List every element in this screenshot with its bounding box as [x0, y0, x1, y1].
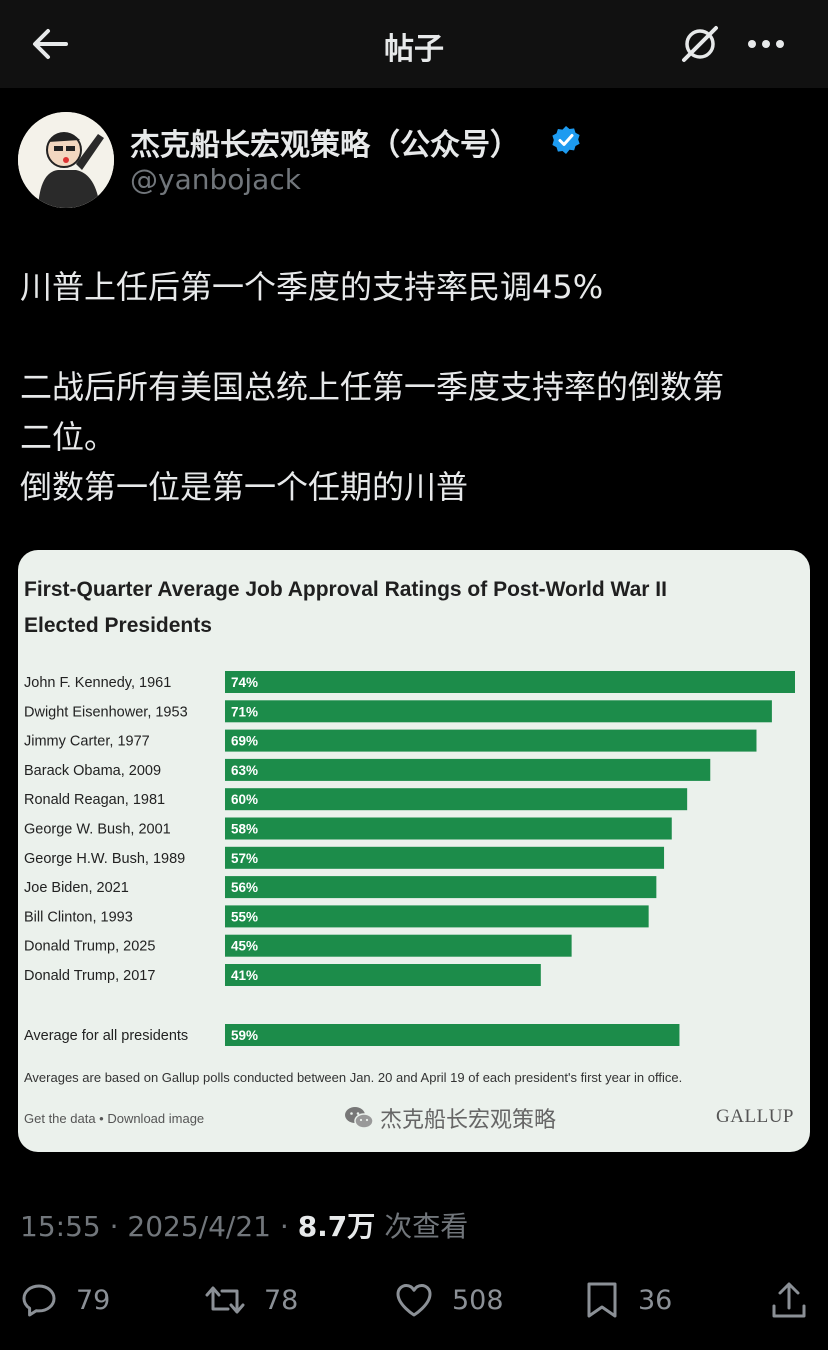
repost-button[interactable]: 78	[204, 1275, 298, 1325]
post-line: 川普上任后第一个季度的支持率民调45%	[20, 268, 604, 306]
share-icon	[772, 1282, 806, 1318]
chart-row-label: Bill Clinton, 1993	[24, 909, 133, 925]
like-button[interactable]: 508	[394, 1275, 504, 1325]
gallup-logo: GALLUP	[716, 1106, 794, 1127]
chart-row-bar	[225, 788, 688, 811]
chart-row-label: George W. Bush, 2001	[24, 822, 171, 838]
chart-row-bar	[225, 729, 757, 752]
author-name[interactable]: 杰克船长宏观策略（公众号）	[130, 128, 520, 163]
chart-row-value: 63%	[231, 763, 258, 778]
post-meta: 15:55 · 2025/4/21 · 8.7万 次查看	[20, 1210, 469, 1243]
verified-badge-icon	[550, 124, 582, 156]
repost-icon	[205, 1286, 245, 1314]
chart-row-value: 69%	[231, 734, 258, 749]
views-label: 次查看	[384, 1210, 469, 1243]
chart-row-value: 57%	[231, 851, 258, 866]
chart-row-label: Jimmy Carter, 1977	[24, 734, 150, 750]
chart-row-label: Barack Obama, 2009	[24, 763, 161, 779]
reply-count: 79	[76, 1284, 111, 1316]
chart-title-line: Elected Presidents	[24, 614, 212, 637]
average-row-value: 59%	[231, 1028, 258, 1043]
chart-row-label: Dwight Eisenhower, 1953	[24, 704, 188, 720]
chart-row-label: Donald Trump, 2025	[24, 939, 155, 955]
chart-row-label: Donald Trump, 2017	[24, 968, 155, 984]
chart-row-label: Ronald Reagan, 1981	[24, 792, 165, 808]
chart-footnote: Averages are based on Gallup polls condu…	[24, 1070, 683, 1085]
bookmark-icon	[587, 1282, 617, 1318]
heart-icon	[396, 1284, 432, 1317]
average-row-label: Average for all presidents	[24, 1028, 188, 1044]
chart-row-label: John F. Kennedy, 1961	[24, 675, 171, 691]
author-handle[interactable]: @yanbojack	[130, 163, 301, 196]
share-button[interactable]	[770, 1275, 826, 1325]
chart-title: First-Quarter Average Job Approval Ratin…	[24, 572, 784, 644]
average-row-bar	[225, 1024, 680, 1046]
bookmark-button[interactable]: 36	[584, 1275, 672, 1325]
chart-row-value: 55%	[231, 909, 258, 924]
chart-title-line: First-Quarter Average Job Approval Ratin…	[24, 578, 667, 601]
page-title: 帖子	[384, 32, 444, 67]
bookmark-count: 36	[638, 1284, 673, 1316]
chart-row-value: 74%	[231, 675, 258, 690]
chart-row-value: 71%	[231, 704, 258, 719]
top-bar: 帖子	[0, 0, 828, 88]
view-count: 8.7万	[297, 1210, 376, 1243]
chart-row-value: 45%	[231, 939, 258, 954]
post-line: 倒数第一位是第一个任期的川普	[20, 468, 469, 506]
watermark-text: 杰克船长宏观策略	[380, 1108, 557, 1133]
chart-row-bar	[225, 700, 772, 723]
like-count: 508	[452, 1284, 504, 1316]
action-bar: 79 78 508 36	[0, 1275, 828, 1325]
chart-row-bar	[225, 964, 541, 986]
repost-count: 78	[264, 1284, 299, 1316]
back-arrow-icon[interactable]	[28, 22, 72, 66]
chart-row-bar	[225, 905, 649, 928]
chart-row-bar	[225, 817, 672, 840]
grok-icon[interactable]	[678, 22, 722, 66]
avatar[interactable]	[18, 112, 114, 208]
post-time: 15:55	[20, 1210, 101, 1243]
chart-row-value: 60%	[231, 792, 258, 807]
get-data-link: Get the data • Download image	[24, 1111, 205, 1126]
reply-button[interactable]: 79	[20, 1275, 110, 1325]
chart-row-value: 56%	[231, 880, 258, 895]
chart-row-bar	[225, 758, 711, 781]
watermark: 杰克船长宏观策略	[344, 1102, 556, 1134]
chart-row-value: 58%	[231, 822, 258, 837]
chart-row-label: George H.W. Bush, 1989	[24, 851, 185, 867]
post-body: 川普上任后第一个季度的支持率民调45% 二战后所有美国总统上任第一季度支持率的倒…	[20, 262, 820, 512]
chart-row-label: Joe Biden, 2021	[24, 880, 129, 896]
chart-row-bar	[225, 934, 572, 957]
bar-chart: John F. Kennedy, 1961 74% Dwight Eisenhowe…	[24, 671, 795, 1046]
chart-row-bar	[225, 876, 657, 899]
wechat-icon	[345, 1107, 374, 1129]
reply-icon	[22, 1284, 56, 1317]
post-date: 2025/4/21	[127, 1210, 271, 1243]
chart-row-bar	[225, 671, 795, 693]
post-line: 二位。	[20, 418, 117, 456]
post-image[interactable]: First-Quarter Average Job Approval Ratin…	[18, 550, 810, 1152]
chart-row-bar	[225, 846, 665, 869]
more-options-icon[interactable]	[744, 22, 788, 66]
post-line: 二战后所有美国总统上任第一季度支持率的倒数第	[20, 368, 725, 406]
chart-row-value: 41%	[231, 968, 258, 983]
